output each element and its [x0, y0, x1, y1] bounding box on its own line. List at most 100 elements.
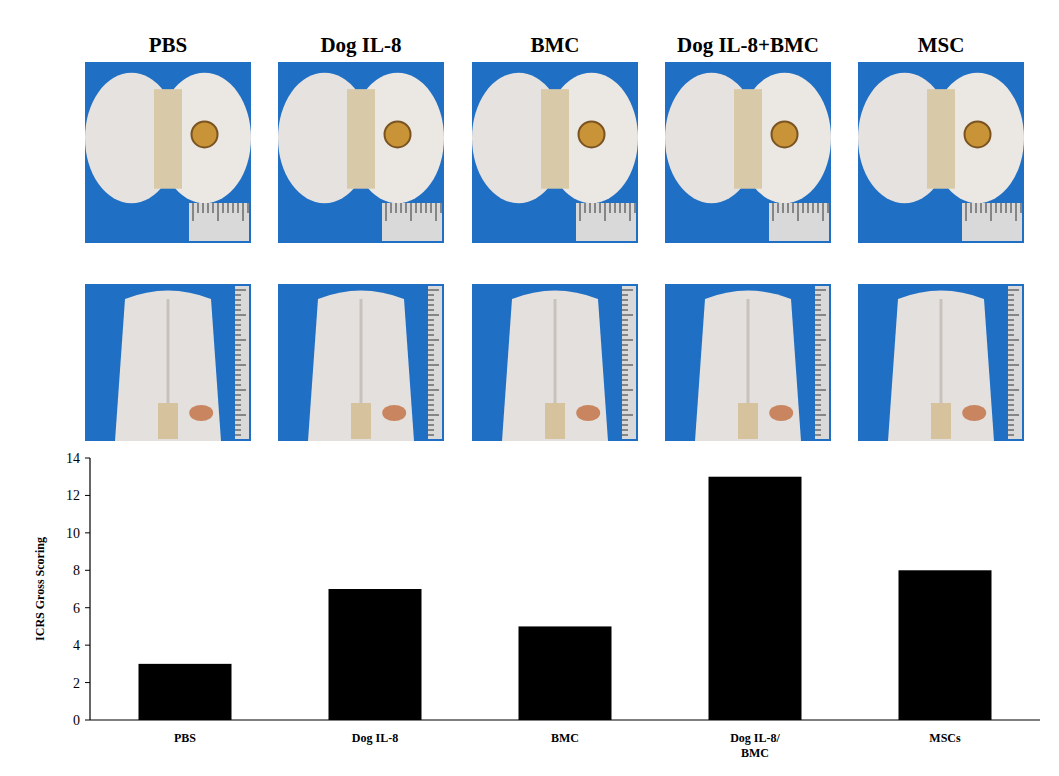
ruler-tick: [585, 203, 586, 213]
ruler-tick: [1008, 335, 1014, 336]
ruler-tick: [1008, 415, 1019, 416]
photo-background: [278, 62, 444, 243]
bar: [519, 626, 612, 720]
ruler-tick: [815, 380, 821, 381]
ruler-tick: [1008, 400, 1014, 401]
ruler-tick: [622, 420, 628, 421]
ruler-tick: [622, 350, 628, 351]
ruler-tick: [428, 310, 434, 311]
photo-background: [85, 62, 251, 243]
ruler-tick: [428, 420, 434, 421]
ruler-tick: [622, 365, 633, 366]
ruler-tick: [610, 203, 611, 213]
ruler-tick: [981, 203, 982, 213]
ruler-tick: [798, 203, 799, 221]
ruler-tick: [428, 300, 434, 301]
defect: [579, 121, 605, 147]
ruler-tick: [235, 375, 241, 376]
ruler-tick: [815, 390, 826, 391]
groove: [360, 299, 363, 406]
ruler-tick: [815, 435, 821, 436]
ruler-tick: [622, 390, 633, 391]
y-tick-label: 8: [73, 563, 80, 578]
ruler-tick: [622, 385, 628, 386]
ruler-tick: [428, 355, 434, 356]
defect: [772, 121, 798, 147]
ruler-tick: [428, 395, 434, 396]
ruler-tick: [622, 330, 628, 331]
ruler: [235, 286, 249, 439]
ruler-tick: [428, 370, 434, 371]
ruler-tick: [605, 203, 606, 221]
ruler-tick: [622, 300, 628, 301]
ruler-tick: [421, 203, 422, 213]
ruler-tick: [622, 335, 628, 336]
ruler-tick: [976, 203, 977, 213]
notch: [541, 89, 569, 189]
ruler-tick: [635, 203, 636, 213]
groove: [554, 299, 557, 406]
ruler-tick: [428, 430, 434, 431]
ruler-tick: [815, 305, 821, 306]
ruler-tick: [428, 320, 434, 321]
ruler-tick: [1008, 380, 1014, 381]
ruler-tick: [235, 400, 241, 401]
ruler-tick: [428, 380, 434, 381]
photo: [85, 284, 251, 441]
ruler-tick: [1011, 203, 1012, 213]
ruler-tick: [1008, 395, 1014, 396]
ruler-tick: [808, 203, 809, 213]
notch: [931, 403, 951, 439]
label-line: MSCs: [929, 731, 961, 745]
photo: [85, 62, 251, 243]
defect: [965, 121, 991, 147]
ruler-tick: [815, 400, 821, 401]
y-tick-label: 12: [66, 488, 80, 503]
defect: [382, 405, 406, 421]
ruler-tick: [625, 203, 626, 213]
ruler-tick: [235, 395, 241, 396]
ruler-tick: [622, 310, 628, 311]
ruler: [1008, 286, 1022, 439]
ruler-tick: [815, 410, 821, 411]
ruler-tick: [622, 305, 628, 306]
ruler-tick: [815, 350, 821, 351]
ruler-tick: [815, 330, 821, 331]
notch: [734, 89, 762, 189]
ruler-tick: [815, 295, 821, 296]
ruler-tick: [213, 203, 214, 213]
ruler-tick: [235, 365, 246, 366]
label-line: BMC: [741, 746, 769, 760]
label-line: BMC: [551, 731, 579, 745]
photo: [472, 62, 638, 243]
notch: [927, 89, 955, 189]
ruler-tick: [622, 340, 633, 341]
ruler-tick: [815, 310, 821, 311]
ruler-tick: [235, 380, 241, 381]
x-tick-label: PBS: [174, 731, 196, 745]
ruler: [962, 203, 1022, 241]
ruler-tick: [428, 385, 434, 386]
ruler-tick: [235, 300, 241, 301]
y-tick-label: 2: [73, 676, 80, 691]
ruler-tick: [815, 420, 821, 421]
photo: [278, 62, 444, 243]
ruler-tick: [428, 350, 434, 351]
bar: [139, 664, 232, 720]
panel-label: Dog IL-8+BMC: [677, 33, 819, 57]
ruler-tick: [243, 203, 244, 221]
ruler-tick: [235, 325, 241, 326]
ruler-tick: [193, 203, 194, 221]
ruler-tick: [218, 203, 219, 221]
label-line: Dog IL-8/: [730, 731, 780, 745]
defect: [576, 405, 600, 421]
ruler-tick: [386, 203, 387, 221]
ruler-tick: [235, 355, 241, 356]
ruler-tick: [1008, 430, 1014, 431]
ruler-tick: [235, 320, 241, 321]
ruler-tick: [1001, 203, 1002, 213]
ruler-tick: [428, 425, 434, 426]
ruler-tick: [1008, 310, 1014, 311]
y-tick: [85, 532, 90, 533]
ruler-tick: [783, 203, 784, 213]
